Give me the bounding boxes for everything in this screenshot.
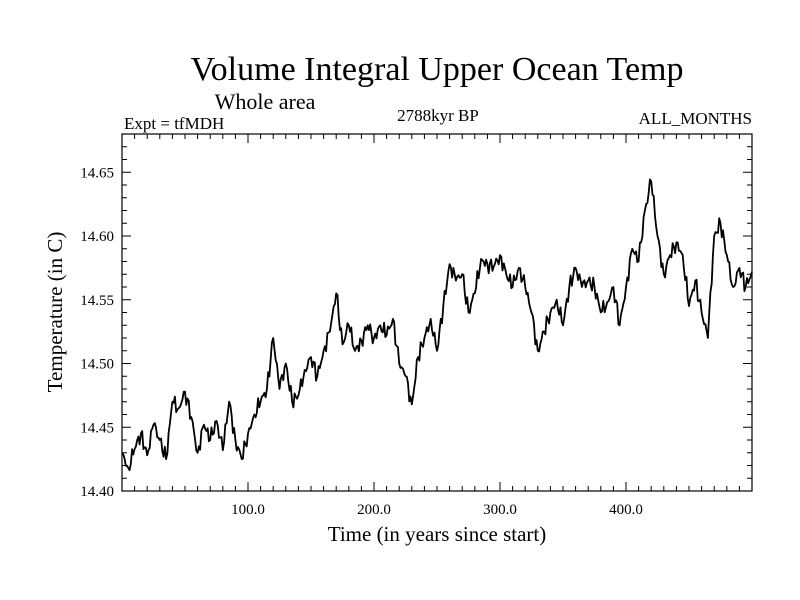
y-tick-label: 14.65 [80, 165, 114, 181]
chart-subtitle: Whole area [215, 89, 316, 114]
plot-frame [121, 133, 753, 492]
y-tick-label: 14.60 [80, 229, 114, 245]
period-label: 2788kyr BP [397, 106, 479, 125]
y-tick-label: 14.45 [80, 420, 114, 436]
x-axis-label: Time (in years since start) [328, 522, 547, 546]
months-label: ALL_MONTHS [639, 109, 752, 128]
expt-label: Expt = tfMDH [124, 114, 224, 133]
temperature-series-line [121, 178, 753, 471]
y-axis: 14.40 14.45 14.50 14.55 14.60 14.65 [80, 133, 752, 500]
x-tick-label: 300.0 [483, 502, 517, 518]
x-tick-label: 400.0 [609, 502, 643, 518]
x-tick-label: 200.0 [357, 502, 391, 518]
y-tick-label: 14.55 [80, 293, 114, 309]
y-axis-label: Temperature (in C) [43, 232, 67, 393]
x-tick-label: 100.0 [231, 502, 265, 518]
chart-title: Volume Integral Upper Ocean Temp [191, 51, 684, 88]
y-tick-label: 14.40 [80, 484, 114, 500]
y-tick-label: 14.50 [80, 357, 114, 373]
x-axis: 100.0 200.0 300.0 400.0 [134, 134, 740, 518]
